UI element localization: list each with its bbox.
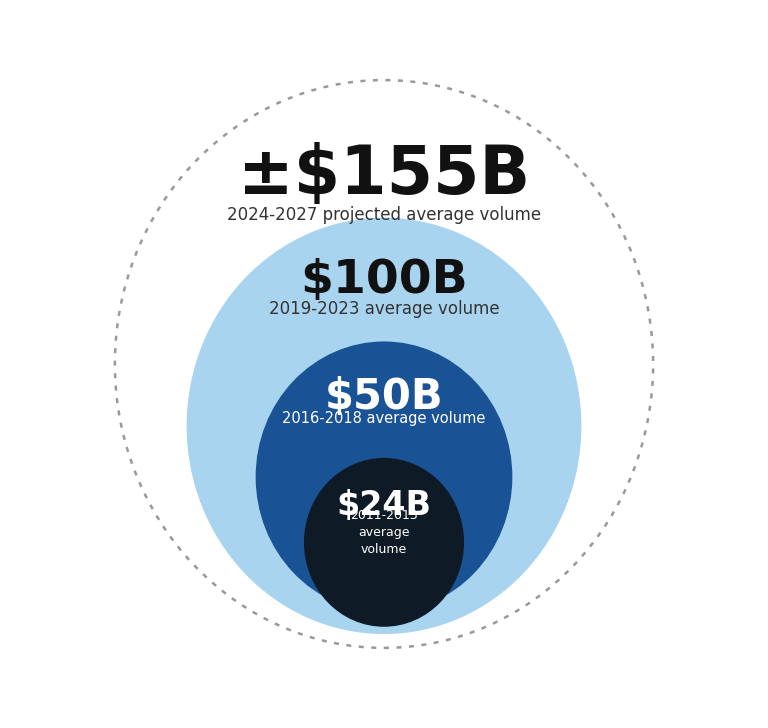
- Text: $24B: $24B: [336, 489, 432, 523]
- Text: 2019-2023 average volume: 2019-2023 average volume: [269, 301, 499, 318]
- Text: $100B: $100B: [300, 258, 468, 303]
- Text: ±$155B: ±$155B: [238, 142, 530, 207]
- Circle shape: [187, 218, 581, 633]
- Text: 2016-2018 average volume: 2016-2018 average volume: [283, 411, 485, 426]
- Circle shape: [257, 342, 511, 612]
- Text: 2024-2027 projected average volume: 2024-2027 projected average volume: [227, 206, 541, 223]
- Text: $50B: $50B: [325, 376, 443, 418]
- Text: 2011-2013
average
volume: 2011-2013 average volume: [350, 510, 418, 556]
- Circle shape: [305, 459, 463, 626]
